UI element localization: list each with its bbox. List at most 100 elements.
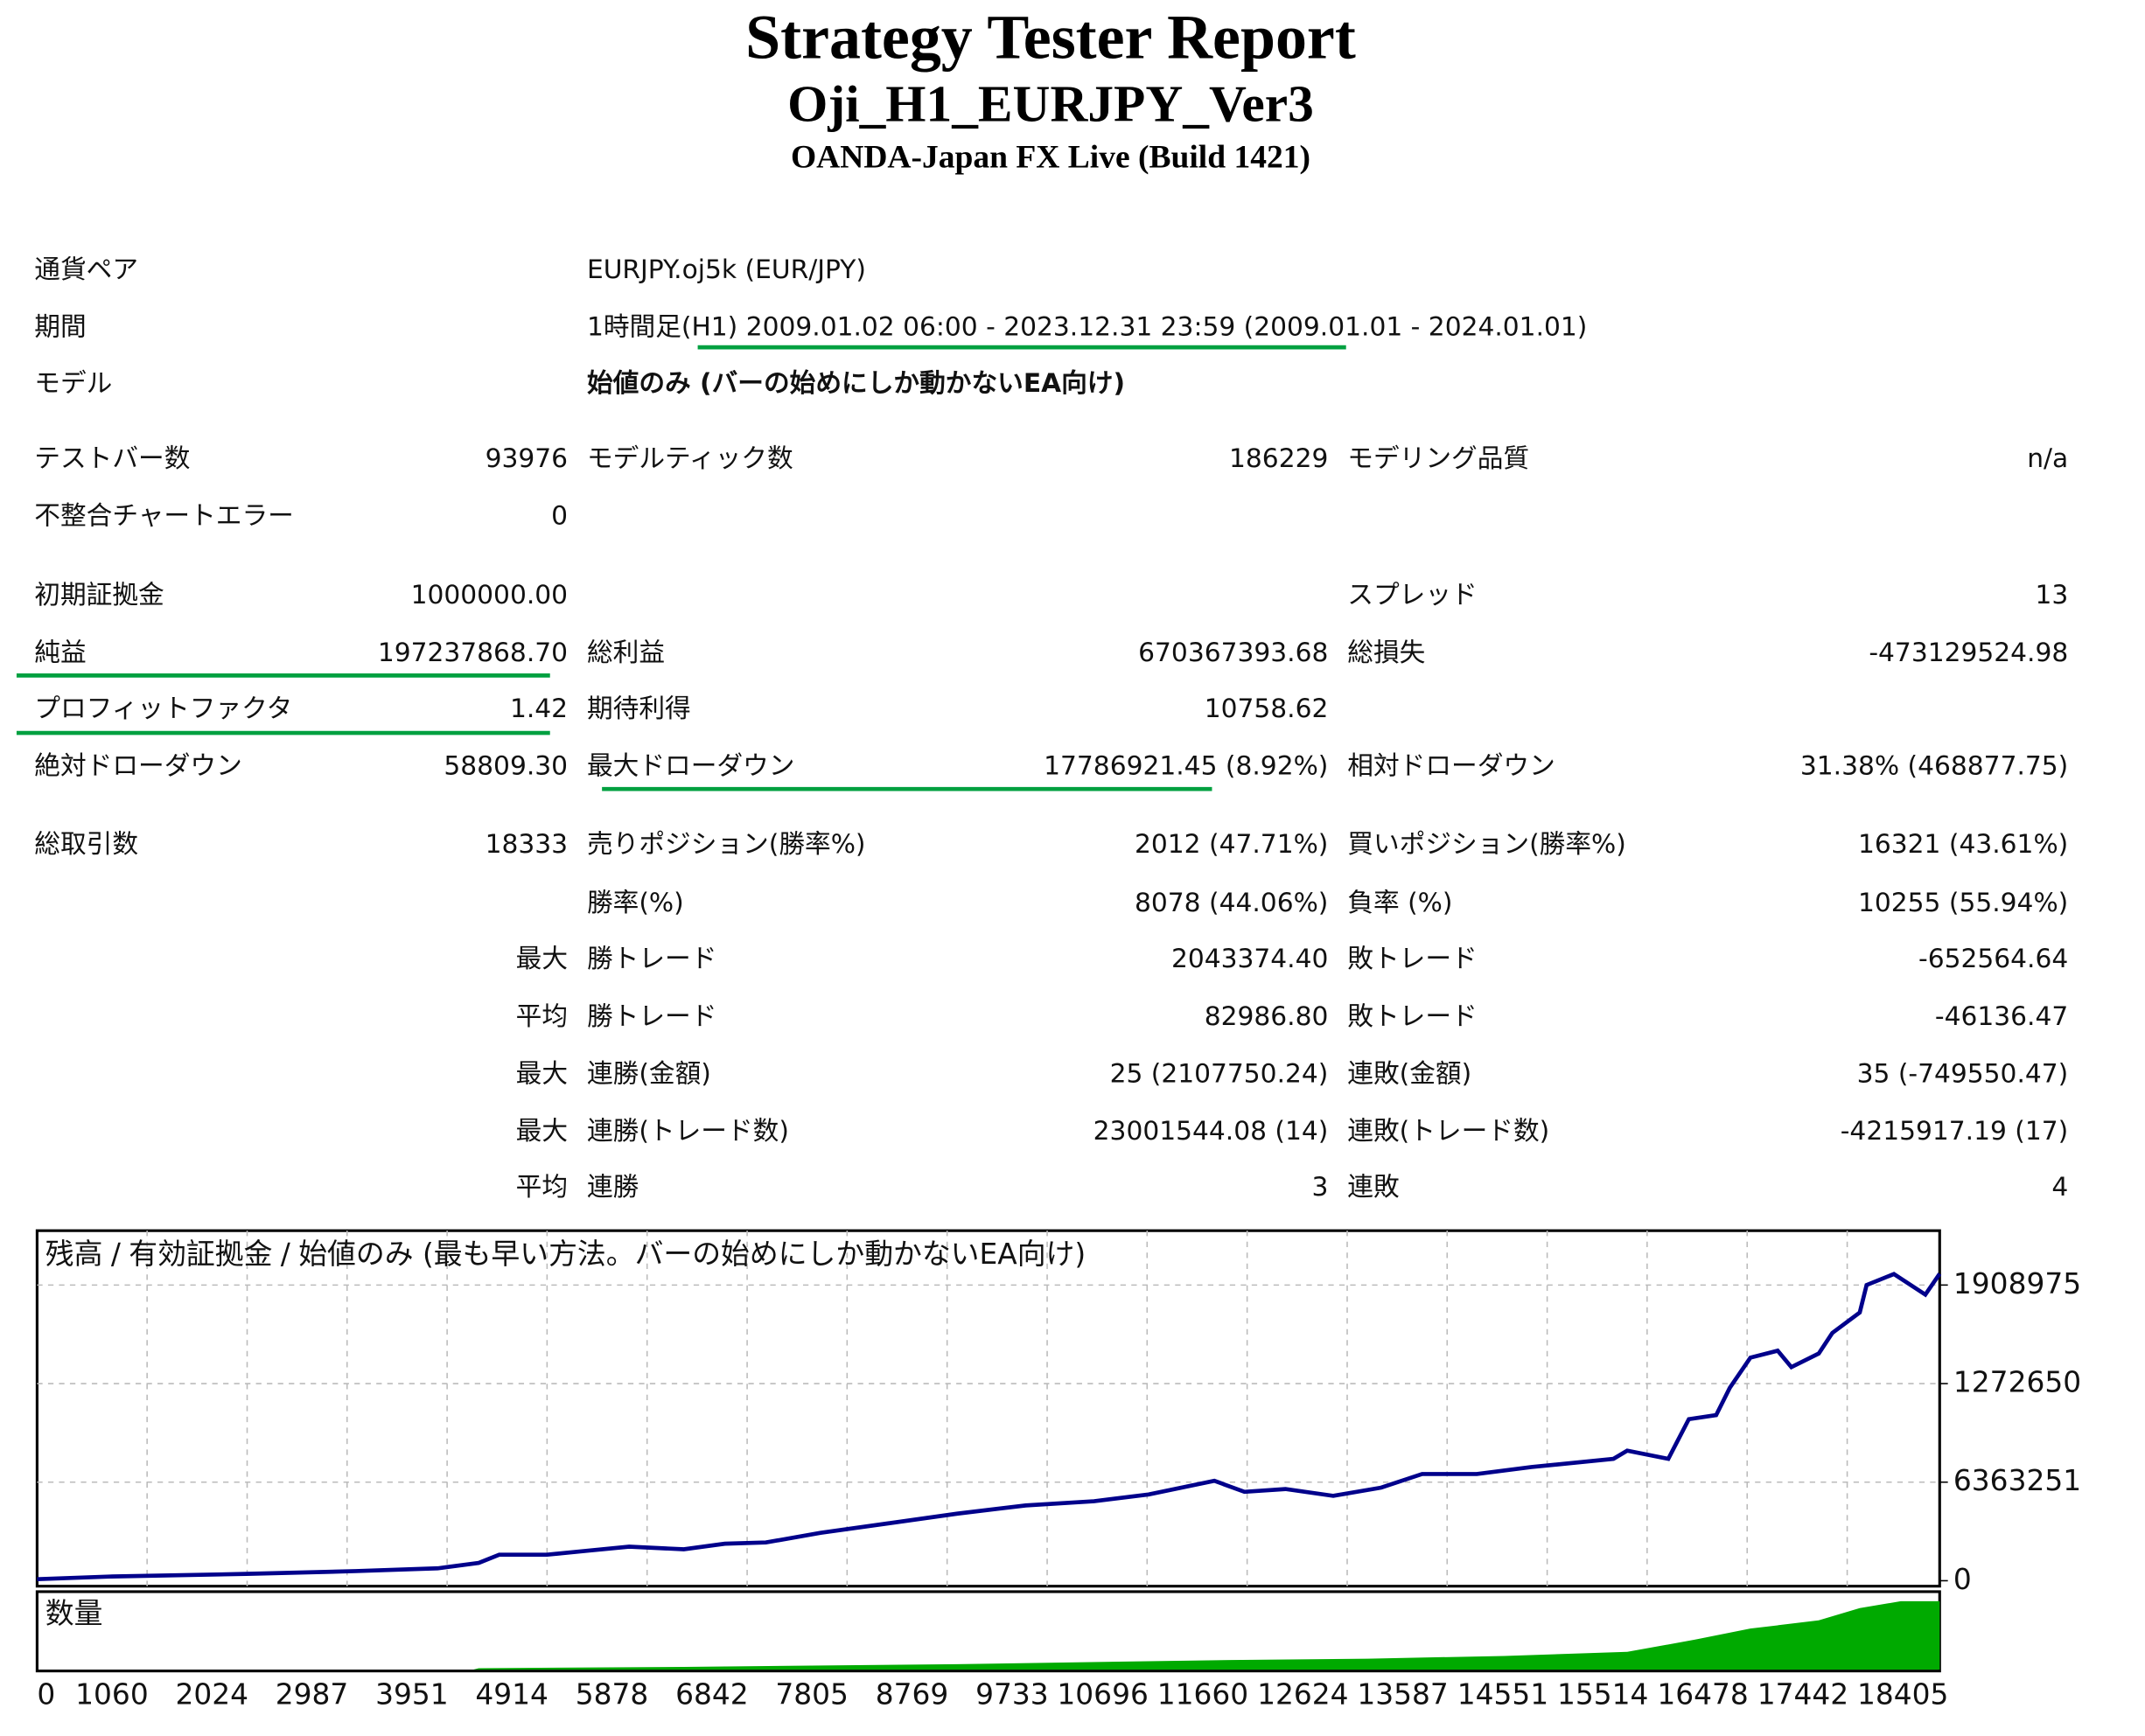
- cell-label: プロフィットファクタ: [34, 694, 292, 724]
- x-tick-label: 5878: [576, 1677, 649, 1711]
- cell-label: テストバー数: [34, 443, 190, 474]
- cell-label: 勝率(%): [587, 888, 684, 918]
- cell-label: 不整合チャートエラー: [34, 501, 294, 532]
- x-tick-label: 18405: [1857, 1677, 1948, 1711]
- x-tick-label: 2024: [176, 1677, 249, 1711]
- cell-label: 総損失: [1347, 638, 1425, 668]
- x-tick-label: 12624: [1257, 1677, 1348, 1711]
- cell-label: モデル: [34, 368, 112, 399]
- cell-value: 最大: [516, 1116, 568, 1147]
- cell-label: 連勝(金額): [587, 1058, 711, 1089]
- cell-label: 売りポジション(勝率%): [587, 829, 866, 860]
- cell-label: モデルティック数: [587, 443, 793, 474]
- cell-value: 3: [1311, 1172, 1328, 1203]
- x-tick-label: 4914: [475, 1677, 548, 1711]
- cell-value: 2012 (47.71%): [1135, 829, 1328, 860]
- cell-value: -4215917.19 (17): [1841, 1116, 2069, 1147]
- cell-value: 35 (-749550.47): [1857, 1058, 2069, 1089]
- cell-label: 総取引数: [34, 829, 138, 860]
- y-tick-label: 1908975: [1953, 1267, 2081, 1300]
- cell-value: 1時間足(H1) 2009.01.02 06:00 - 2023.12.31 2…: [587, 312, 1587, 343]
- server: OANDA-Japan FX Live (Build 1421): [791, 140, 1310, 176]
- cell-value: 82986.80: [1205, 1001, 1329, 1032]
- cell-value: 4: [2051, 1172, 2068, 1203]
- cell-value: 10758.62: [1205, 694, 1329, 724]
- cell-value: 58809.30: [444, 751, 568, 782]
- x-tick-label: 17442: [1757, 1677, 1848, 1711]
- x-tick-label: 3951: [375, 1677, 449, 1711]
- cell-value: 197237868.70: [378, 638, 568, 668]
- cell-label: 連敗(トレード数): [1347, 1116, 1549, 1147]
- balance-line: [37, 1272, 1942, 1582]
- cell-value: 始値のみ (バーの始めにしか動かないEA向け): [587, 368, 1125, 399]
- cell-value: 最大: [516, 944, 568, 974]
- legend-entry: /: [281, 1238, 291, 1271]
- cell-value: -473129524.98: [1869, 638, 2068, 668]
- volume-label: 数量: [45, 1597, 103, 1630]
- plot-frame: [35, 1229, 1941, 1588]
- highlights: [16, 345, 1346, 791]
- cell-value: 31.38% (468877.75): [1800, 751, 2068, 782]
- y-tick-label: 6363251: [1953, 1464, 2081, 1497]
- volume-area: [472, 1600, 1940, 1670]
- cell-value: 1000000.00: [411, 580, 568, 610]
- cell-label: 絶対ドローダウン: [34, 751, 242, 782]
- y-tick-label: 1272650: [1953, 1366, 2081, 1399]
- x-tick-label: 9733: [975, 1677, 1049, 1711]
- cell-value: 平均: [516, 1001, 568, 1032]
- cell-value: 16321 (43.61%): [1858, 829, 2068, 860]
- cell-label: 通貨ペア: [34, 254, 138, 285]
- x-tick-label: 13587: [1357, 1677, 1448, 1711]
- cell-label: 連敗(金額): [1347, 1058, 1471, 1089]
- x-tick-label: 14551: [1457, 1677, 1548, 1711]
- cell-label: 最大ドローダウン: [587, 751, 795, 782]
- cell-value: 最大: [516, 1058, 568, 1089]
- cell-label: 相対ドローダウン: [1347, 751, 1555, 782]
- x-tick-label: 16478: [1657, 1677, 1748, 1711]
- cell-label: 総利益: [587, 638, 665, 668]
- cell-value: 10255 (55.94%): [1858, 888, 2068, 918]
- x-tick-label: 7805: [775, 1677, 849, 1711]
- y-tick-label: 0: [1953, 1563, 1972, 1596]
- cell-label: 買いポジション(勝率%): [1347, 829, 1626, 860]
- cell-label: 期間: [34, 312, 86, 343]
- cell-value: 670367393.68: [1138, 638, 1328, 668]
- cell-value: n/a: [2027, 443, 2068, 474]
- cell-label: 連敗: [1347, 1172, 1399, 1203]
- cell-label: 連勝(トレード数): [587, 1116, 789, 1147]
- x-tick-label: 11660: [1157, 1677, 1248, 1711]
- cell-value: 2043374.40: [1171, 944, 1328, 974]
- cell-label: 敗トレード: [1347, 944, 1477, 974]
- cell-value: -46136.47: [1935, 1001, 2068, 1032]
- x-tick-label: 8769: [876, 1677, 949, 1711]
- cell-label: 敗トレード: [1347, 1001, 1477, 1032]
- cell-value: 13: [2035, 580, 2068, 610]
- cell-value: 18333: [486, 829, 568, 860]
- cell-label: 負率 (%): [1347, 888, 1452, 918]
- cell-label: モデリング品質: [1347, 443, 1529, 474]
- x-tick-label: 10696: [1057, 1677, 1148, 1711]
- cell-label: 勝トレード: [587, 944, 716, 974]
- legend-entry: 残高: [45, 1238, 103, 1271]
- x-tick-label: 15514: [1557, 1677, 1648, 1711]
- cell-value: 25 (2107750.24): [1110, 1058, 1329, 1089]
- cell-value: 8078 (44.06%): [1135, 888, 1328, 918]
- cell-value: 17786921.45 (8.92%): [1044, 751, 1328, 782]
- cell-value: 平均: [516, 1172, 568, 1203]
- cell-value: 0: [551, 501, 568, 532]
- x-tick-label: 0: [37, 1677, 55, 1711]
- legend-entry: 始値のみ (最も早い方法。バーの始めにしか動かないEA向け): [298, 1238, 1086, 1271]
- cell-value: 93976: [486, 443, 568, 474]
- subtitle: Oji_H1_EURJPY_Ver3: [787, 75, 1314, 133]
- cell-label: 連勝: [587, 1172, 639, 1203]
- title: Strategy Tester Report: [745, 3, 1356, 73]
- x-tick-label: 6842: [675, 1677, 749, 1711]
- cell-label: 純益: [34, 638, 86, 668]
- x-tick-label: 2987: [276, 1677, 349, 1711]
- cell-label: 期待利得: [587, 694, 691, 724]
- cell-value: 23001544.08 (14): [1093, 1116, 1329, 1147]
- cell-label: スプレッド: [1347, 580, 1477, 610]
- cell-label: 初期証拠金: [34, 580, 164, 610]
